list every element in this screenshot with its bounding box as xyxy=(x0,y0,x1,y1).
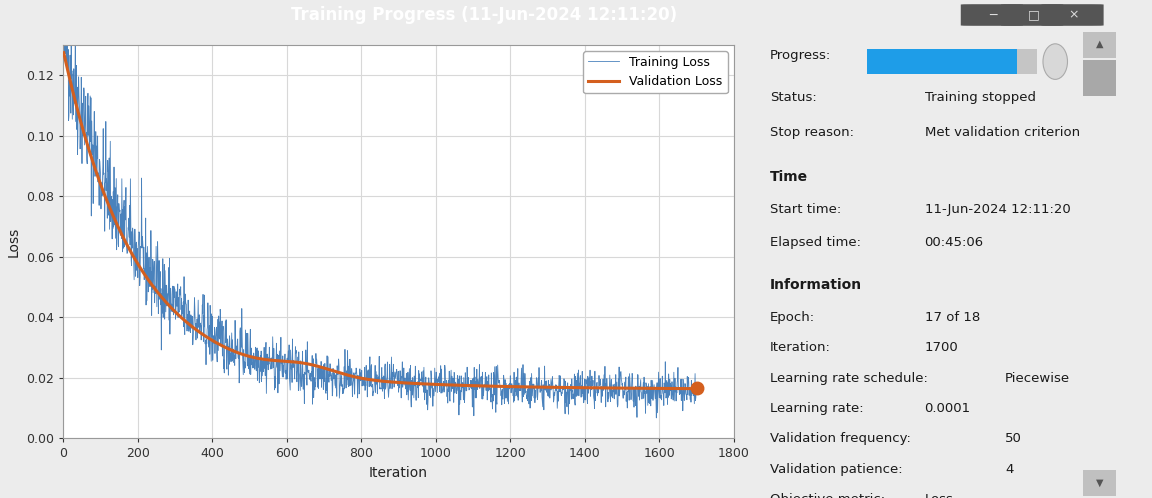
Text: Time: Time xyxy=(770,170,808,184)
Training Loss xyxy=(174,284,188,290)
Text: Loss: Loss xyxy=(925,494,954,498)
Text: Training stopped: Training stopped xyxy=(925,91,1036,104)
Text: 0.0001: 0.0001 xyxy=(925,402,971,415)
Text: Training Progress (11-Jun-2024 12:11:20): Training Progress (11-Jun-2024 12:11:20) xyxy=(290,6,677,24)
Text: Learning rate:: Learning rate: xyxy=(770,402,863,415)
Text: Iteration:: Iteration: xyxy=(770,341,831,354)
X-axis label: Iteration: Iteration xyxy=(369,466,429,480)
Bar xyxy=(866,49,1017,75)
Bar xyxy=(866,49,1038,75)
Text: ■: ■ xyxy=(1052,57,1059,66)
Text: ▼: ▼ xyxy=(1096,478,1104,488)
Training Loss xyxy=(353,391,366,397)
Text: □: □ xyxy=(1028,8,1039,21)
Text: Objective metric:: Objective metric: xyxy=(770,494,885,498)
Text: Epoch:: Epoch: xyxy=(770,311,814,324)
Validation Loss xyxy=(555,384,569,390)
Validation Loss xyxy=(690,385,704,391)
Bar xyxy=(1083,470,1115,496)
Text: Elapsed time:: Elapsed time: xyxy=(770,236,861,249)
Text: 4: 4 xyxy=(1006,463,1014,476)
Text: Validation patience:: Validation patience: xyxy=(770,463,902,476)
Text: Progress:: Progress: xyxy=(770,49,831,62)
Validation Loss xyxy=(348,374,362,380)
Legend: Training Loss, Validation Loss: Training Loss, Validation Loss xyxy=(583,51,728,94)
Text: 1700: 1700 xyxy=(925,341,958,354)
Text: Status:: Status: xyxy=(770,91,817,104)
Bar xyxy=(1083,60,1115,96)
Circle shape xyxy=(1043,44,1068,79)
Training Loss xyxy=(387,384,401,390)
Validation Loss xyxy=(672,385,685,391)
Validation Loss xyxy=(89,168,103,174)
Text: Stop reason:: Stop reason: xyxy=(770,126,854,139)
FancyBboxPatch shape xyxy=(1001,4,1063,26)
Text: 17 of 18: 17 of 18 xyxy=(925,311,980,324)
Text: Start time:: Start time: xyxy=(770,203,841,216)
Training Loss xyxy=(162,255,176,261)
Validation Loss xyxy=(670,385,684,391)
Bar xyxy=(1083,32,1115,58)
Y-axis label: Loss: Loss xyxy=(7,227,21,256)
Line: Training Loss: Training Loss xyxy=(63,0,697,418)
Validation Loss xyxy=(56,50,70,56)
Text: Information: Information xyxy=(770,278,862,292)
Text: Met validation criterion: Met validation criterion xyxy=(925,126,1079,139)
Text: Validation frequency:: Validation frequency: xyxy=(770,432,910,446)
Text: ▲: ▲ xyxy=(1096,39,1104,49)
Training Loss xyxy=(650,415,664,421)
Training Loss xyxy=(690,387,704,393)
Text: Learning rate schedule:: Learning rate schedule: xyxy=(770,372,927,384)
Training Loss xyxy=(56,36,70,42)
Text: ─: ─ xyxy=(990,8,996,21)
Text: ×: × xyxy=(1068,8,1079,21)
FancyBboxPatch shape xyxy=(1041,4,1104,26)
Text: 00:45:06: 00:45:06 xyxy=(925,236,984,249)
Text: 50: 50 xyxy=(1006,432,1022,446)
FancyBboxPatch shape xyxy=(961,4,1023,26)
Text: Piecewise: Piecewise xyxy=(1006,372,1070,384)
Text: 11-Jun-2024 12:11:20: 11-Jun-2024 12:11:20 xyxy=(925,203,1070,216)
Training Loss xyxy=(415,380,429,386)
Validation Loss xyxy=(364,377,378,383)
Line: Validation Loss: Validation Loss xyxy=(63,53,697,388)
Training Loss xyxy=(563,387,577,393)
